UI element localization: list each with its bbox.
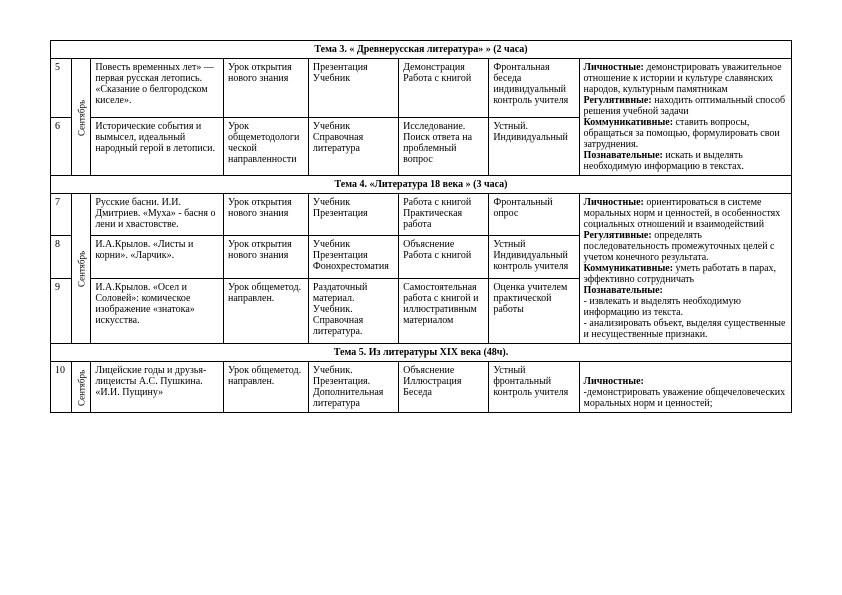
materials: Раздаточный материал. Учебник. Справочна… bbox=[308, 278, 398, 344]
activity: Работа с книгой Практическая работа bbox=[399, 194, 489, 236]
curriculum-table: Тема 3. « Древнерусская литература» » (2… bbox=[50, 40, 792, 413]
activity: Объяснение Работа с книгой bbox=[399, 236, 489, 278]
row-num: 6 bbox=[51, 117, 72, 176]
label: Познавательные: bbox=[584, 150, 663, 161]
section-5-header: Тема 5. Из литературы XIX века (48ч). bbox=[51, 344, 792, 362]
materials: Учебник Презентация bbox=[308, 194, 398, 236]
label: Личностные: bbox=[584, 197, 644, 208]
table-row: 7 Сентябрь Русские басни. И.И. Дмитриев.… bbox=[51, 194, 792, 236]
activity: Самостоятельная работа с книгой и иллюст… bbox=[399, 278, 489, 344]
control: Фронтальная беседа индивидуальный контро… bbox=[489, 59, 579, 118]
lesson-type: Урок общеметодологической направленности bbox=[223, 117, 308, 176]
materials: Презентация Учебник bbox=[308, 59, 398, 118]
activity: Объяснение Иллюстрация Беседа bbox=[399, 362, 489, 413]
materials: Учебник Справочная литература bbox=[308, 117, 398, 176]
control: Оценка учителем практической работы bbox=[489, 278, 579, 344]
label: Личностные: bbox=[584, 62, 644, 73]
label: Коммуникативные: bbox=[584, 263, 673, 274]
label: Регулятивные: bbox=[584, 95, 652, 106]
control: Фронтальный опрос bbox=[489, 194, 579, 236]
goals-cell: Личностные: ориентироваться в системе мо… bbox=[579, 194, 791, 344]
topic: Повесть временных лет» — первая русская … bbox=[91, 59, 224, 118]
label: Регулятивные: bbox=[584, 230, 652, 241]
topic: И.А.Крылов. «Осел и Соловей»: комическое… bbox=[91, 278, 224, 344]
label: Коммуникативные: bbox=[584, 117, 673, 128]
row-num: 10 bbox=[51, 362, 72, 413]
materials: Учебник Презентация Фонохрестоматия bbox=[308, 236, 398, 278]
section-3-header: Тема 3. « Древнерусская литература» » (2… bbox=[51, 41, 792, 59]
topic: Исторические события и вымысел, идеальны… bbox=[91, 117, 224, 176]
topic: И.А.Крылов. «Листы и корни». «Ларчик». bbox=[91, 236, 224, 278]
label: Познавательные: bbox=[584, 285, 663, 296]
lesson-type: Урок открытия нового знания bbox=[223, 236, 308, 278]
activity: Исследование. Поиск ответа на проблемный… bbox=[399, 117, 489, 176]
section-4-header: Тема 4. «Литература 18 века » (3 часа) bbox=[51, 176, 792, 194]
month-label: Сентябрь bbox=[72, 59, 91, 176]
row-num: 7 bbox=[51, 194, 72, 236]
topic: Лицейские годы и друзья-лицеисты А.С. Пу… bbox=[91, 362, 224, 413]
table-row: 5 Сентябрь Повесть временных лет» — перв… bbox=[51, 59, 792, 118]
topic: Русские басни. И.И. Дмитриев. «Муха» - б… bbox=[91, 194, 224, 236]
row-num: 5 bbox=[51, 59, 72, 118]
materials: Учебник. Презентация. Дополнительная лит… bbox=[308, 362, 398, 413]
month-label: Сентябрь bbox=[72, 194, 91, 344]
control: Устный. Индивидуальный bbox=[489, 117, 579, 176]
month-label: Сентябрь bbox=[72, 362, 91, 413]
row-num: 9 bbox=[51, 278, 72, 344]
control: Устный Индивидуальный контроль учителя bbox=[489, 236, 579, 278]
goals-cell: Личностные: -демонстрировать уважение об… bbox=[579, 362, 791, 413]
lesson-type: Урок открытия нового знания bbox=[223, 59, 308, 118]
activity: Демонстрация Работа с книгой bbox=[399, 59, 489, 118]
lesson-type: Урок открытия нового знания bbox=[223, 194, 308, 236]
goals-cell: Личностные: демонстрировать уважительное… bbox=[579, 59, 791, 176]
lesson-type: Урок общеметод. направлен. bbox=[223, 362, 308, 413]
lesson-type: Урок общеметод. направлен. bbox=[223, 278, 308, 344]
control: Устный фронтальный контроль учителя bbox=[489, 362, 579, 413]
table-row: 10 Сентябрь Лицейские годы и друзья-лице… bbox=[51, 362, 792, 413]
row-num: 8 bbox=[51, 236, 72, 278]
label: Личностные: bbox=[584, 376, 644, 387]
